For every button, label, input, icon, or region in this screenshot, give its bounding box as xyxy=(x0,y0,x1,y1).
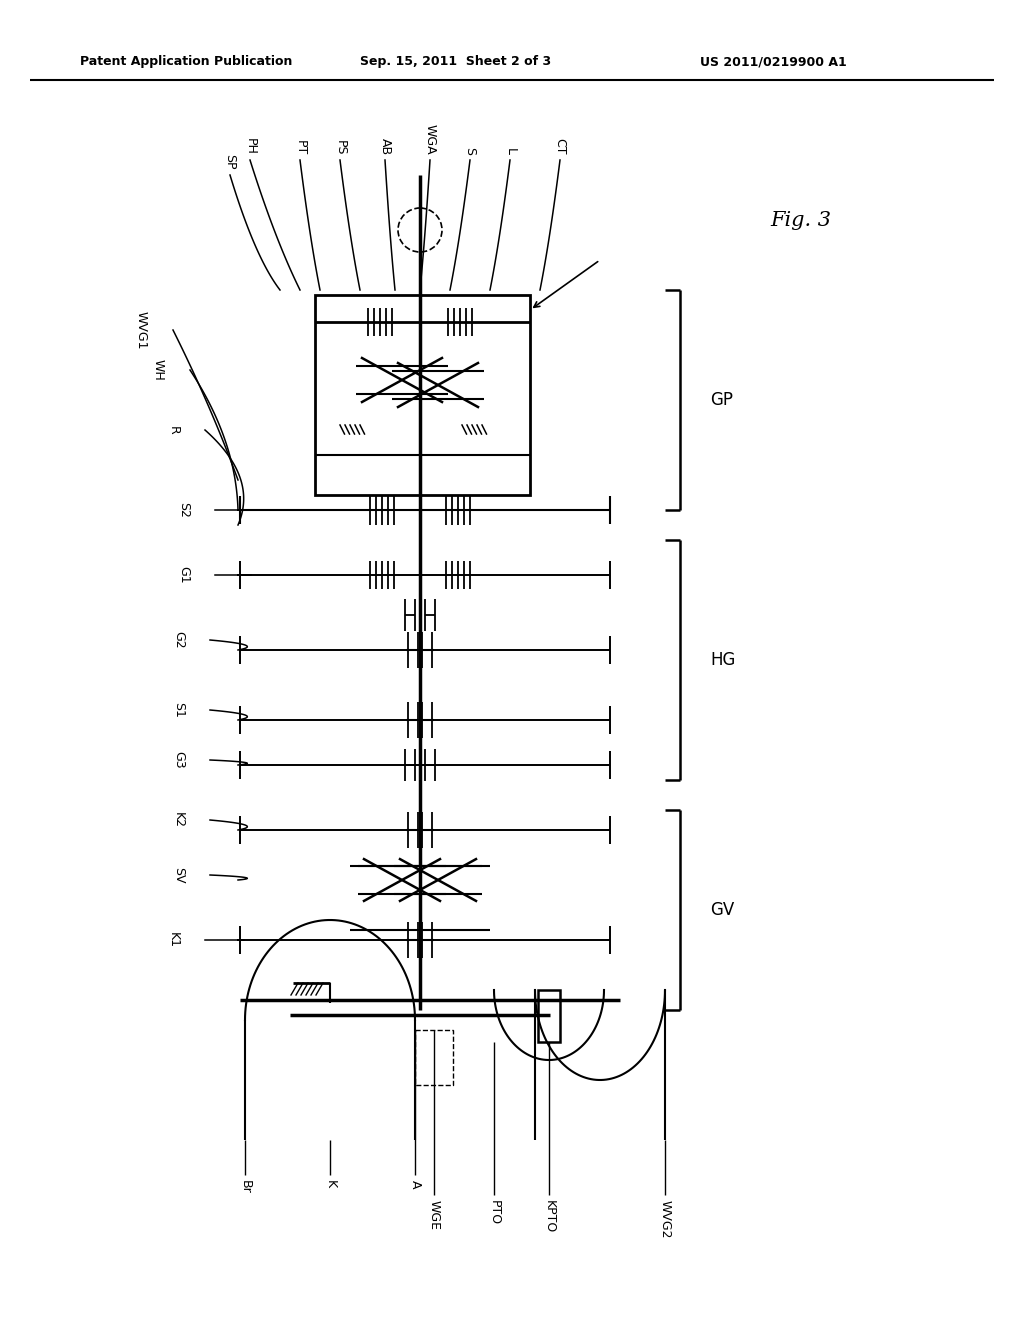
Text: S2: S2 xyxy=(177,502,190,517)
Text: PH: PH xyxy=(244,139,256,154)
Text: K1: K1 xyxy=(167,932,180,948)
Text: WVG2: WVG2 xyxy=(658,1200,672,1238)
Text: K: K xyxy=(324,1180,337,1188)
Bar xyxy=(538,990,560,1041)
Bar xyxy=(415,1030,453,1085)
Text: PS: PS xyxy=(334,140,346,154)
Text: WGE: WGE xyxy=(427,1200,440,1230)
Text: S: S xyxy=(464,147,476,154)
Text: KPTO: KPTO xyxy=(543,1200,555,1233)
Bar xyxy=(315,294,530,495)
Text: SP: SP xyxy=(223,154,237,170)
Text: WVG1: WVG1 xyxy=(135,310,148,350)
Text: A: A xyxy=(409,1180,422,1188)
Text: Fig. 3: Fig. 3 xyxy=(770,210,831,230)
Text: L: L xyxy=(504,148,516,154)
Text: WGA: WGA xyxy=(424,124,436,154)
Text: US 2011/0219900 A1: US 2011/0219900 A1 xyxy=(700,55,847,69)
Text: Sep. 15, 2011  Sheet 2 of 3: Sep. 15, 2011 Sheet 2 of 3 xyxy=(360,55,551,69)
Text: Br: Br xyxy=(239,1180,252,1193)
Text: K2: K2 xyxy=(172,812,185,828)
Text: G3: G3 xyxy=(172,751,185,768)
Text: GP: GP xyxy=(710,391,733,409)
Text: WH: WH xyxy=(152,359,165,381)
Text: PT: PT xyxy=(294,140,306,154)
Text: S1: S1 xyxy=(172,702,185,718)
Text: AB: AB xyxy=(379,137,391,154)
Text: GV: GV xyxy=(710,902,734,919)
Text: R: R xyxy=(167,425,180,434)
Text: Patent Application Publication: Patent Application Publication xyxy=(80,55,293,69)
Text: SV: SV xyxy=(172,867,185,883)
Text: G1: G1 xyxy=(177,566,190,583)
Text: PTO: PTO xyxy=(487,1200,501,1225)
Text: CT: CT xyxy=(554,139,566,154)
Text: HG: HG xyxy=(710,651,735,669)
Text: G2: G2 xyxy=(172,631,185,649)
